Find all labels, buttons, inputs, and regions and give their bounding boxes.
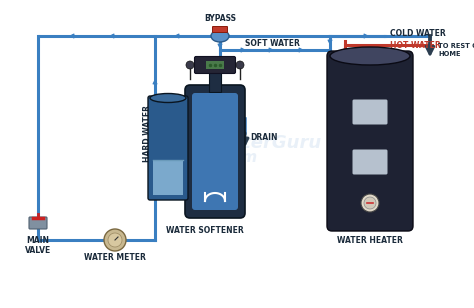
Text: HARD WATER: HARD WATER xyxy=(144,104,153,161)
Circle shape xyxy=(108,233,122,247)
Circle shape xyxy=(361,194,379,212)
FancyBboxPatch shape xyxy=(192,93,238,210)
Circle shape xyxy=(186,61,194,69)
Ellipse shape xyxy=(330,47,410,65)
FancyBboxPatch shape xyxy=(206,61,224,69)
FancyBboxPatch shape xyxy=(185,85,245,218)
FancyBboxPatch shape xyxy=(153,160,183,195)
Ellipse shape xyxy=(211,30,229,42)
FancyBboxPatch shape xyxy=(353,149,388,175)
Text: iWaterFilterGuru: iWaterFilterGuru xyxy=(152,134,322,152)
Text: TO REST OF
HOME: TO REST OF HOME xyxy=(438,43,474,56)
Circle shape xyxy=(104,229,126,251)
Text: HOT WATER: HOT WATER xyxy=(390,40,441,50)
Circle shape xyxy=(364,197,376,209)
Ellipse shape xyxy=(150,94,186,103)
Text: WATER SOFTENER: WATER SOFTENER xyxy=(166,226,244,235)
FancyBboxPatch shape xyxy=(209,70,221,92)
FancyBboxPatch shape xyxy=(353,99,388,124)
FancyBboxPatch shape xyxy=(148,96,188,200)
FancyBboxPatch shape xyxy=(29,217,47,229)
Text: WATER HEATER: WATER HEATER xyxy=(337,236,403,245)
Text: BYPASS: BYPASS xyxy=(204,14,236,23)
Text: COLD WATER: COLD WATER xyxy=(390,29,446,38)
Circle shape xyxy=(236,61,244,69)
Text: DRAIN: DRAIN xyxy=(250,133,277,143)
Text: MAIN
VALVE: MAIN VALVE xyxy=(25,236,51,255)
Text: WATER METER: WATER METER xyxy=(84,253,146,262)
Text: SOFT WATER: SOFT WATER xyxy=(245,39,300,48)
Text: .com: .com xyxy=(217,151,257,165)
FancyBboxPatch shape xyxy=(212,26,228,33)
FancyBboxPatch shape xyxy=(194,56,236,74)
FancyBboxPatch shape xyxy=(327,51,413,231)
